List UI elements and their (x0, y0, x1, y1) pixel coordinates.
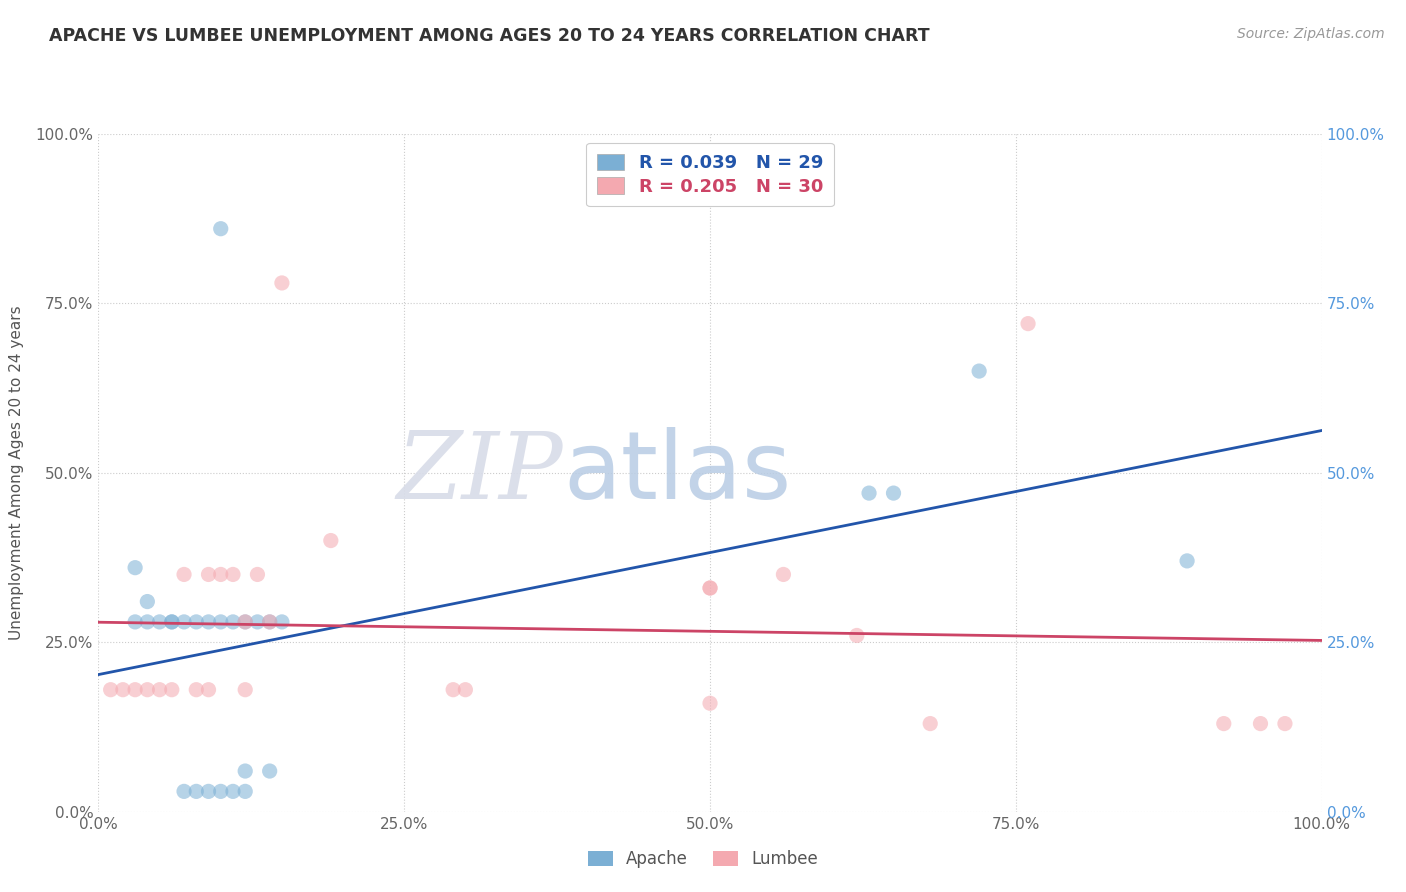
Point (845, 628, 868, 642)
Point (160, 615, 183, 629)
Point (149, 615, 172, 629)
Point (136, 682, 159, 697)
Point (209, 784, 232, 798)
Point (222, 784, 245, 798)
Point (259, 615, 281, 629)
Point (197, 615, 219, 629)
Point (100, 682, 122, 697)
Text: ZIP: ZIP (396, 428, 564, 517)
Point (270, 276, 294, 290)
Point (246, 567, 269, 582)
Point (209, 221, 232, 235)
Point (209, 567, 232, 582)
Point (699, 581, 721, 595)
Point (1175, 554, 1198, 568)
Point (233, 682, 256, 697)
Point (772, 567, 794, 582)
Point (699, 696, 721, 710)
Point (197, 784, 219, 798)
Point (160, 682, 183, 697)
Point (222, 567, 245, 582)
Text: atlas: atlas (564, 426, 792, 519)
Text: APACHE VS LUMBEE UNEMPLOYMENT AMONG AGES 20 TO 24 YEARS CORRELATION CHART: APACHE VS LUMBEE UNEMPLOYMENT AMONG AGES… (49, 27, 929, 45)
Point (1017, 317, 1039, 331)
Point (441, 682, 464, 697)
Point (1274, 716, 1296, 731)
Point (124, 682, 146, 697)
Point (1249, 716, 1271, 731)
Point (186, 615, 208, 629)
Point (454, 682, 477, 697)
Point (173, 615, 195, 629)
Point (967, 364, 990, 378)
Point (160, 615, 183, 629)
Point (111, 682, 134, 697)
Point (136, 615, 159, 629)
Point (222, 615, 245, 629)
Point (699, 581, 721, 595)
Point (186, 784, 208, 798)
Legend: R = 0.039   N = 29, R = 0.205   N = 30: R = 0.039 N = 29, R = 0.205 N = 30 (586, 143, 834, 206)
Point (197, 567, 219, 582)
Text: Source: ZipAtlas.com: Source: ZipAtlas.com (1237, 27, 1385, 41)
Point (319, 533, 342, 548)
Point (173, 784, 195, 798)
Point (920, 716, 942, 731)
Legend: Apache, Lumbee: Apache, Lumbee (581, 844, 825, 875)
Point (209, 615, 232, 629)
Point (883, 486, 905, 500)
Point (233, 784, 256, 798)
Point (136, 594, 159, 608)
Y-axis label: Unemployment Among Ages 20 to 24 years: Unemployment Among Ages 20 to 24 years (10, 305, 24, 640)
Point (186, 682, 208, 697)
Point (246, 615, 269, 629)
Point (270, 615, 294, 629)
Point (233, 615, 256, 629)
Point (858, 486, 880, 500)
Point (259, 615, 281, 629)
Point (197, 682, 219, 697)
Point (233, 764, 256, 778)
Point (173, 567, 195, 582)
Point (259, 764, 281, 778)
Point (149, 682, 172, 697)
Point (124, 615, 146, 629)
Point (1212, 716, 1234, 731)
Point (233, 615, 256, 629)
Point (124, 560, 146, 574)
